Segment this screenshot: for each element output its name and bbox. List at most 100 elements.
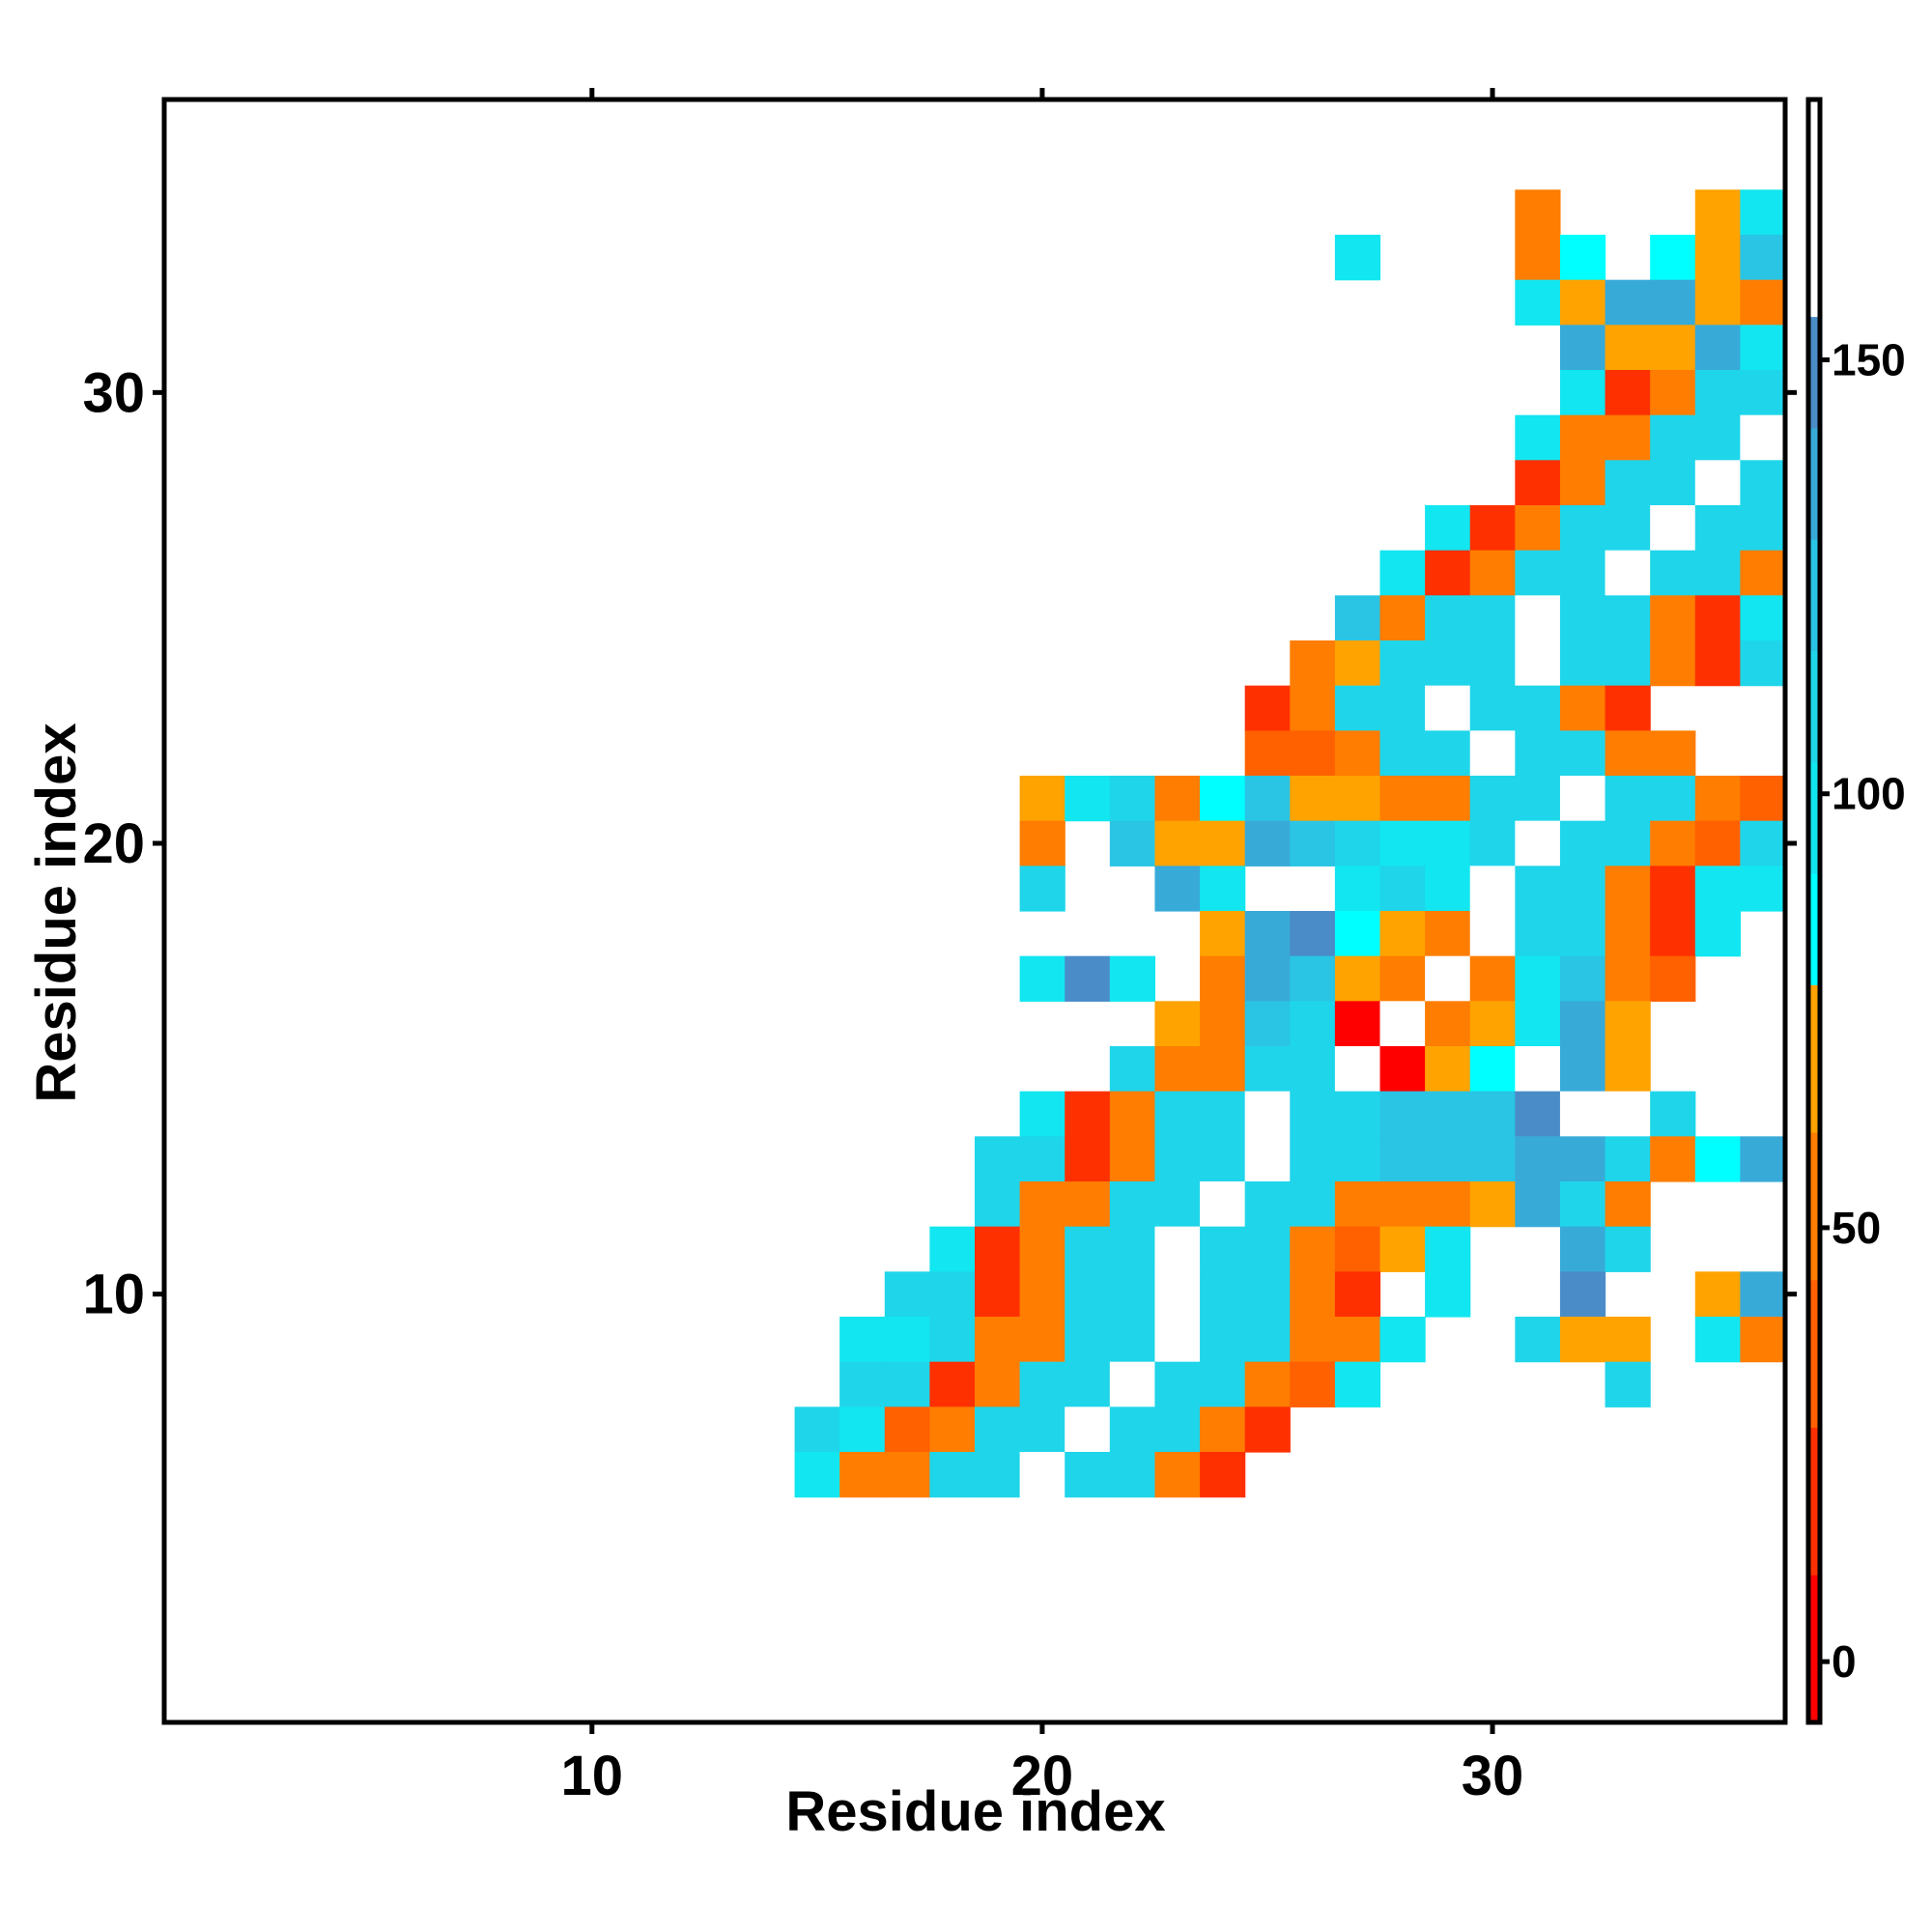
heatmap-cell <box>1740 189 1786 236</box>
heatmap-cell <box>1334 730 1381 777</box>
heatmap-cell <box>1065 1091 1111 1137</box>
heatmap-cell <box>1469 1181 1516 1228</box>
x-tick-label: 20 <box>1011 1745 1074 1807</box>
heatmap-cell <box>1290 911 1336 957</box>
heatmap-cell <box>1425 1181 1471 1228</box>
heatmap-cell <box>1379 550 1426 596</box>
heatmap-cell <box>1019 1091 1065 1137</box>
heatmap-cell <box>884 1452 930 1498</box>
heatmap-cell <box>1244 1091 1291 1137</box>
heatmap-cell <box>1469 1001 1516 1047</box>
heatmap-cell <box>975 1136 1021 1182</box>
heatmap-cell <box>1515 1136 1561 1182</box>
heatmap-cell <box>929 1271 976 1318</box>
heatmap-cell <box>1694 460 1741 506</box>
heatmap-cell <box>1515 685 1561 731</box>
colorbar-segment <box>1808 650 1820 763</box>
heatmap-cell <box>1559 911 1606 957</box>
heatmap-cell <box>1694 1317 1741 1363</box>
heatmap-cell <box>1469 1046 1516 1093</box>
heatmap-cell <box>1244 1001 1291 1047</box>
heatmap-cell <box>1019 1452 1065 1498</box>
heatmap-cell <box>1109 1271 1156 1318</box>
heatmap-cell <box>1379 640 1426 687</box>
heatmap-cell <box>1290 1046 1336 1093</box>
heatmap-cell <box>1605 505 1651 552</box>
heatmap-cell <box>794 1452 840 1498</box>
heatmap-cell <box>1605 1361 1651 1407</box>
heatmap-cell <box>1469 820 1516 867</box>
heatmap-cell <box>1244 1406 1291 1453</box>
heatmap-cell <box>1515 505 1561 552</box>
heatmap-cell <box>1650 1136 1696 1182</box>
heatmap-cell <box>1154 1361 1201 1407</box>
heatmap-cell <box>1605 279 1651 326</box>
heatmap-cell <box>1154 1091 1201 1137</box>
heatmap-cell <box>1515 279 1561 326</box>
heatmap-cell <box>1290 1361 1336 1407</box>
heatmap-cell <box>1515 730 1561 777</box>
heatmap-cell <box>1425 1001 1471 1047</box>
heatmap-cell <box>1469 866 1516 912</box>
heatmap-cell <box>1334 235 1381 281</box>
heatmap-cell <box>1515 414 1561 461</box>
heatmap-cell <box>1065 776 1111 822</box>
heatmap-cell <box>1559 505 1606 552</box>
colorbar-segment <box>1808 1427 1820 1576</box>
heatmap-cell <box>884 1406 930 1453</box>
heatmap-cell <box>1334 1361 1381 1407</box>
heatmap-cell <box>1605 1001 1651 1047</box>
heatmap-cell <box>1200 1136 1246 1182</box>
heatmap-cell <box>1334 1271 1381 1318</box>
heatmap-cell <box>1605 550 1651 596</box>
heatmap-cell <box>975 1452 1021 1498</box>
heatmap-cell <box>1740 1271 1786 1318</box>
heatmap-cell <box>1065 955 1111 1002</box>
heatmap-cell <box>1515 1001 1561 1047</box>
heatmap-cell <box>1469 1136 1516 1182</box>
heatmap-cell <box>1200 1271 1246 1318</box>
heatmap-cell <box>975 1271 1021 1318</box>
heatmap-cell <box>1019 955 1065 1002</box>
heatmap-cell <box>1694 414 1741 461</box>
heatmap-cell <box>1650 866 1696 912</box>
heatmap-cell <box>1740 776 1786 822</box>
heatmap-cell <box>1019 1406 1065 1453</box>
heatmap-cell <box>1244 820 1291 867</box>
heatmap-cell <box>1694 550 1741 596</box>
heatmap-cell <box>1605 370 1651 416</box>
heatmap-cell <box>1694 1271 1741 1318</box>
heatmap-cell <box>1019 866 1065 912</box>
heatmap-cell <box>1154 1001 1201 1047</box>
heatmap-cell <box>1334 1091 1381 1137</box>
heatmap-cell <box>1200 1317 1246 1363</box>
heatmap-cell <box>1290 1317 1336 1363</box>
heatmap-cell <box>1605 730 1651 777</box>
heatmap-cell <box>1605 1046 1651 1093</box>
heatmap-cell <box>1334 866 1381 912</box>
colorbar-segment <box>1808 99 1820 318</box>
heatmap-cell <box>1469 1091 1516 1137</box>
heatmap-cell <box>1425 640 1471 687</box>
heatmap-cell <box>975 1406 1021 1453</box>
heatmap-cell <box>1379 1046 1426 1093</box>
heatmap-cell <box>1200 911 1246 957</box>
heatmap-cell <box>1694 911 1741 957</box>
heatmap-cell <box>1244 1317 1291 1363</box>
heatmap-cell <box>1379 1091 1426 1137</box>
heatmap-cell <box>1515 1317 1561 1363</box>
heatmap-cell <box>1109 1091 1156 1137</box>
heatmap-cell <box>1515 235 1561 281</box>
heatmap-cell <box>1559 955 1606 1002</box>
heatmap-cell <box>1515 595 1561 641</box>
heatmap-cell <box>1244 730 1291 777</box>
heatmap-cell <box>1334 1001 1381 1047</box>
colorbar-segment <box>1808 539 1820 651</box>
heatmap-cell <box>1425 730 1471 777</box>
heatmap-cell <box>1469 911 1516 957</box>
heatmap-cell <box>1515 820 1561 867</box>
heatmap-cell <box>1334 1136 1381 1182</box>
heatmap-cell <box>1334 776 1381 822</box>
heatmap-cell <box>1154 1181 1201 1228</box>
